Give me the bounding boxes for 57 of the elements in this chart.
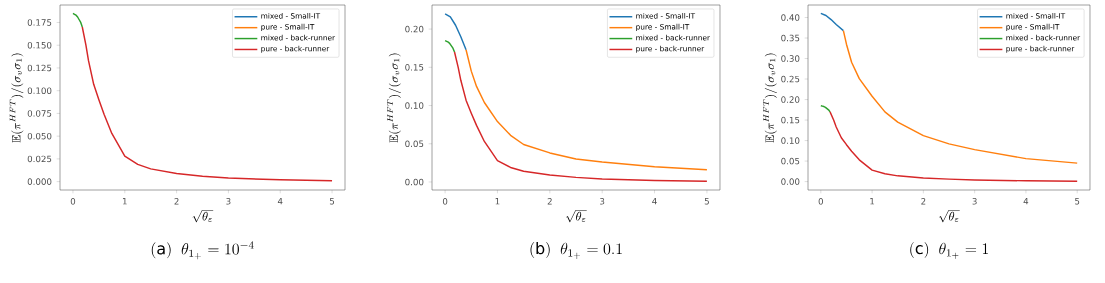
x-tick-label: 4 (1023, 198, 1029, 205)
text: $\mathrm{(c)}\;\; \theta_{1_+} = 1$ (910, 241, 988, 259)
y-axis-title: $\mathbb{E}(\pi^{HFT})/(\sigma_v\sigma_1)$ (9, 53, 24, 143)
y-tick-label: 0.05 (781, 157, 800, 165)
y-axis-title: $\mathbb{E}(\pi^{HFT})/(\sigma_v\sigma_1)$ (763, 53, 777, 143)
y-tick-label: 0.15 (781, 116, 800, 124)
line-series (444, 39, 456, 53)
x-axis-title: $\sqrt{\theta_\varepsilon}$ (939, 210, 960, 223)
x-tick-label: 1 (122, 198, 127, 205)
y-tick-label: 0.40 (781, 14, 800, 21)
y-tick-label: 0.050 (27, 132, 52, 140)
x-tick-label: 5 (329, 198, 335, 205)
y-tick-label: 0.15 (405, 64, 424, 71)
x-tick-label: 3 (972, 198, 977, 205)
y-tick-label: 0.30 (781, 55, 800, 62)
line-series (842, 29, 1078, 164)
y-tick-label: 0.20 (781, 96, 800, 103)
y-tick-label: 0.10 (781, 137, 800, 144)
y-tick-label: 0.00 (405, 178, 424, 186)
y-tick-label: 0.125 (27, 64, 52, 72)
y-tick-label: 0.25 (781, 75, 800, 83)
text: $\mathrm{(b)}\;\; \theta_{1_+} = 0.1$ (530, 241, 622, 259)
y-tick-label: 0.150 (27, 41, 52, 49)
y-axis-title: $\mathbb{E}(\pi^{HFT})/(\sigma_v\sigma_1)$ (387, 53, 401, 143)
y-tick-label: 0.175 (27, 19, 52, 26)
y-tick-label: 0.05 (405, 140, 424, 148)
y-tick-label: 0.00 (781, 178, 800, 185)
x-tick-label: 5 (704, 198, 709, 205)
line-series (72, 12, 84, 28)
line-series (81, 26, 333, 182)
y-tick-label: 0.075 (27, 110, 52, 117)
x-tick-label: 2 (547, 198, 552, 205)
x-tick-label: 4 (277, 198, 283, 205)
x-tick-label: 5 (1075, 198, 1080, 205)
x-tick-label: 0 (818, 198, 823, 205)
x-axis-title: $\sqrt{\theta_\varepsilon}$ (192, 210, 214, 223)
x-tick-label: 1 (870, 198, 875, 205)
x-tick-label: 4 (652, 198, 657, 205)
x-tick-label: 2 (174, 198, 179, 205)
y-tick-label: 0.100 (27, 87, 52, 94)
line-series (820, 104, 831, 113)
y-tick-label: 0.35 (781, 34, 800, 42)
x-tick-label: 0 (442, 198, 448, 205)
x-tick-label: 3 (226, 198, 231, 205)
x-axis-title: $\sqrt{\theta_\varepsilon}$ (566, 210, 587, 223)
y-tick-label: 0.20 (405, 25, 424, 33)
line-series (444, 13, 467, 51)
x-tick-label: 2 (921, 198, 926, 205)
text: $\mathrm{(a)}\;\; \theta_{1_+} = 10^{-4}$ (151, 241, 254, 260)
line-series (829, 111, 1078, 182)
x-tick-label: 0 (70, 198, 76, 205)
y-tick-label: 0.000 (27, 178, 52, 185)
x-tick-label: 1 (495, 198, 500, 205)
y-tick-label: 0.10 (405, 102, 424, 109)
y-tick-label: 0.025 (27, 155, 52, 163)
line-series (820, 12, 845, 32)
x-tick-label: 3 (600, 198, 605, 205)
